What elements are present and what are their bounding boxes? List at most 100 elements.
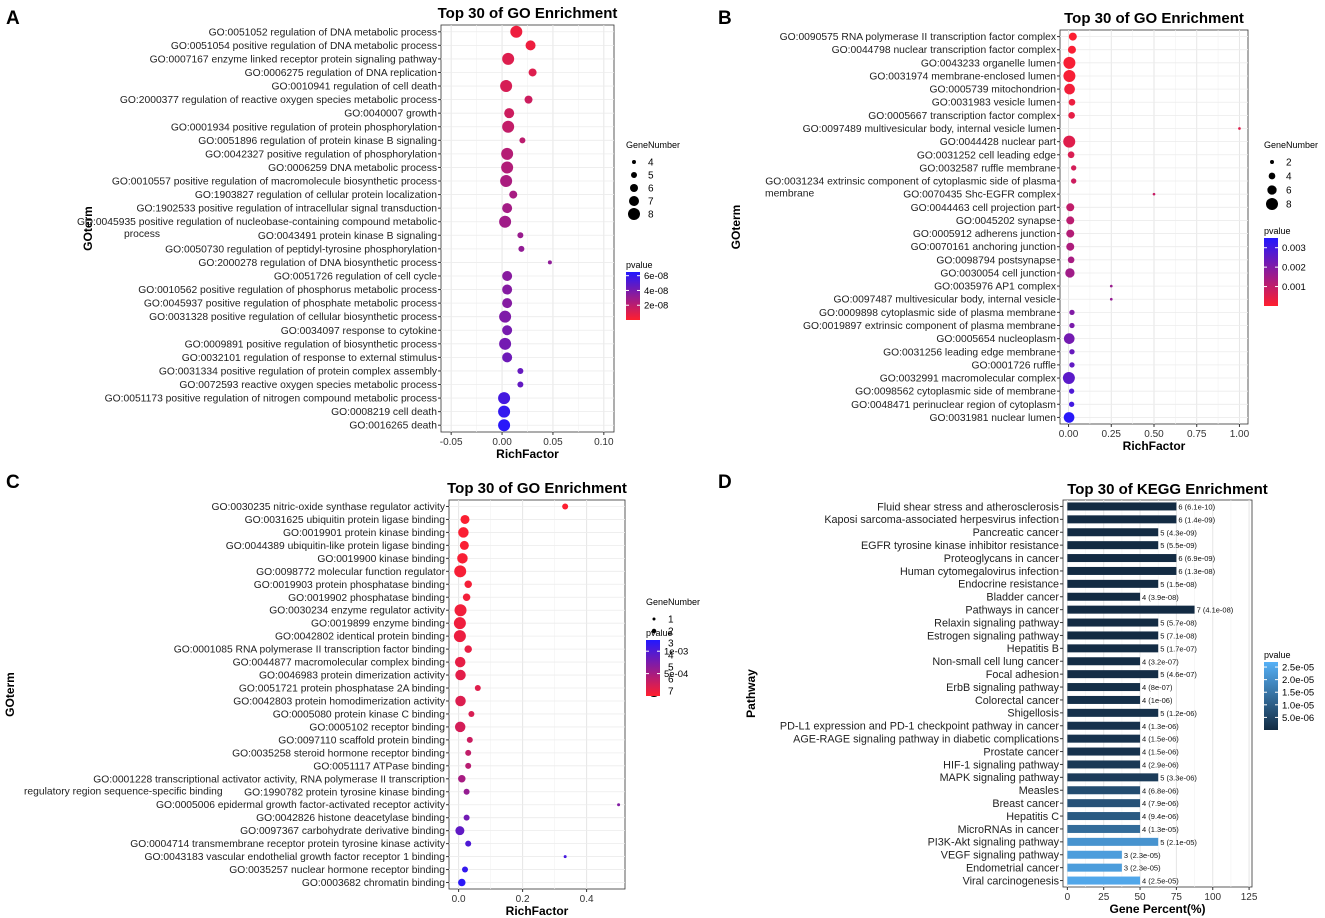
data-point bbox=[458, 775, 466, 783]
panel-b-bubble-chart: Top 30 of GO Enrichment 0.00 0.25 0.50 0.75 1… bbox=[729, 10, 1318, 453]
data-point bbox=[464, 645, 472, 653]
y-tick-label: GO:0097487 multivesicular body, internal… bbox=[834, 295, 1057, 306]
size-legend-label: 1 bbox=[668, 615, 674, 626]
y-tick-label: GO:0004714 transmembrane receptor protei… bbox=[130, 839, 446, 850]
chart-title: Top 30 of GO Enrichment bbox=[1064, 10, 1244, 27]
y-tick-label: GO:0032991 macromolecular complex bbox=[880, 374, 1057, 385]
data-point bbox=[1067, 45, 1076, 54]
data-point bbox=[547, 260, 552, 265]
y-tick-label: GO:0035258 steroid hormone receptor bind… bbox=[232, 748, 445, 759]
bar-data-label: 5 (1.5e-08) bbox=[1160, 580, 1197, 589]
size-legend-title: GeneNumber bbox=[646, 597, 700, 607]
y-tick-label: Endometrial cancer bbox=[966, 862, 1059, 874]
bar bbox=[1067, 850, 1122, 859]
size-legend-symbol bbox=[1267, 185, 1277, 195]
color-legend-title: pvalue bbox=[646, 628, 673, 638]
bar-data-label: 4 (3.2e-07) bbox=[1142, 657, 1179, 666]
y-tick-label: ErbB signaling pathway bbox=[946, 682, 1059, 694]
data-point bbox=[1066, 216, 1075, 225]
size-legend-symbol bbox=[651, 628, 657, 634]
y-tick-label: GO:0097367 carbohydrate derivative bindi… bbox=[240, 826, 445, 837]
y-tick-label: GO:0030234 enzyme regulator activity bbox=[269, 606, 446, 617]
x-axis-label: RichFactor bbox=[496, 447, 559, 461]
data-point bbox=[501, 147, 514, 160]
size-legend-label: 2 bbox=[1286, 158, 1292, 169]
y-tick-label: Estrogen signaling pathway bbox=[927, 630, 1060, 642]
y-tick-label: GO:0051173 positive regulation of nitrog… bbox=[105, 394, 437, 405]
bar-data-label: 4 (1.3e-05) bbox=[1142, 825, 1179, 834]
y-tick-label: GO:0045202 synapse bbox=[956, 216, 1056, 227]
y-tick-label: GO:0031981 nuclear lumen bbox=[929, 413, 1056, 424]
bar-data-label: 4 (9.4e-06) bbox=[1142, 812, 1179, 821]
data-point bbox=[499, 310, 512, 323]
data-point bbox=[502, 284, 513, 295]
data-point bbox=[525, 40, 536, 51]
y-axis-label: GOterm bbox=[729, 205, 743, 250]
x-tick-label: 50 bbox=[1134, 892, 1146, 903]
y-tick-label: GO:0005912 adherens junction bbox=[913, 229, 1056, 240]
panel-d-bar-chart: Top 30 of KEGG Enrichment 0 25 50 75 100 125 Ge… bbox=[744, 481, 1314, 916]
y-tick-label: EGFR tyrosine kinase inhibitor resistanc… bbox=[861, 540, 1059, 552]
data-point bbox=[455, 695, 466, 707]
y-tick-label-line: GO:0031234 extrinsic component of cytopl… bbox=[765, 177, 1056, 188]
color-legend-label: 0.003 bbox=[1282, 243, 1306, 254]
color-legend-label: 2.5e-05 bbox=[1282, 663, 1314, 674]
data-point bbox=[517, 367, 524, 374]
data-point bbox=[500, 80, 513, 93]
data-point bbox=[499, 215, 512, 228]
data-point bbox=[1068, 32, 1077, 41]
size-legend-label: 3 bbox=[668, 639, 674, 650]
y-tick-label: GO:0040007 growth bbox=[344, 109, 437, 120]
x-axis-label: RichFactor bbox=[506, 904, 569, 918]
bar-data-label: 5 (7.1e-08) bbox=[1160, 631, 1197, 640]
color-legend-label: 6e-08 bbox=[644, 271, 668, 282]
data-point bbox=[455, 669, 466, 681]
y-tick-label: GO:0044389 ubiquitin-like protein ligase… bbox=[226, 541, 446, 552]
x-axis-label: Gene Percent(%) bbox=[1109, 902, 1205, 916]
data-point bbox=[459, 540, 469, 550]
size-legend-label: 4 bbox=[668, 651, 674, 662]
y-tick-label: GO:0010557 positive regulation of macrom… bbox=[112, 177, 437, 188]
x-tick-label: 0.4 bbox=[580, 894, 594, 905]
data-point bbox=[498, 405, 511, 418]
data-point bbox=[454, 656, 466, 668]
size-legend-symbol bbox=[630, 184, 638, 192]
size-legend-label: 5 bbox=[648, 171, 654, 182]
y-tick-label: GO:0032587 ruffle membrane bbox=[919, 163, 1056, 174]
y-tick-label-line: process bbox=[124, 229, 160, 240]
y-tick-label: GO:0031983 vesicle lumen bbox=[932, 98, 1056, 109]
bar-data-label: 4 (6.8e-06) bbox=[1142, 786, 1179, 795]
bar-data-label: 5 (4.6e-07) bbox=[1160, 670, 1197, 679]
data-point bbox=[1066, 242, 1075, 251]
color-legend-label: 2e-08 bbox=[644, 301, 668, 312]
y-tick-label: GO:1902533 positive regulation of intrac… bbox=[136, 204, 437, 215]
data-point bbox=[1109, 297, 1113, 301]
y-tick-label: Measles bbox=[1019, 785, 1060, 797]
data-point bbox=[462, 593, 471, 601]
bar-data-label: 4 (1.5e-06) bbox=[1142, 748, 1179, 757]
size-legend-label: 8 bbox=[648, 210, 654, 221]
bar bbox=[1067, 683, 1141, 692]
size-legend-label: 6 bbox=[648, 184, 654, 195]
data-point bbox=[466, 736, 473, 743]
data-point bbox=[465, 840, 472, 847]
data-point bbox=[517, 381, 524, 388]
data-point bbox=[453, 630, 466, 643]
x-tick-label: 75 bbox=[1171, 892, 1183, 903]
data-point bbox=[510, 25, 523, 38]
data-point bbox=[462, 866, 468, 873]
data-point bbox=[463, 814, 470, 821]
color-legend-label: 0.001 bbox=[1282, 282, 1306, 293]
bar-data-label: 5 (1.7e-07) bbox=[1160, 644, 1197, 653]
y-tick-label: GO:0003682 chromatin binding bbox=[302, 878, 445, 889]
y-axis-label: GOterm bbox=[3, 672, 17, 717]
color-legend-label: 1e-03 bbox=[664, 647, 688, 658]
data-point bbox=[1063, 135, 1076, 148]
y-tick-label: Endocrine resistance bbox=[958, 579, 1059, 591]
y-tick-label: GO:0072593 reactive oxygen species metab… bbox=[179, 380, 437, 391]
bar-data-label: 5 (5.7e-08) bbox=[1160, 619, 1197, 628]
data-point bbox=[460, 514, 470, 524]
y-tick-label: GO:0007167 enzyme linked receptor protei… bbox=[150, 54, 438, 65]
bar bbox=[1067, 592, 1141, 601]
y-tick-label: GO:0031234 extrinsic component of cytopl… bbox=[765, 177, 1056, 200]
